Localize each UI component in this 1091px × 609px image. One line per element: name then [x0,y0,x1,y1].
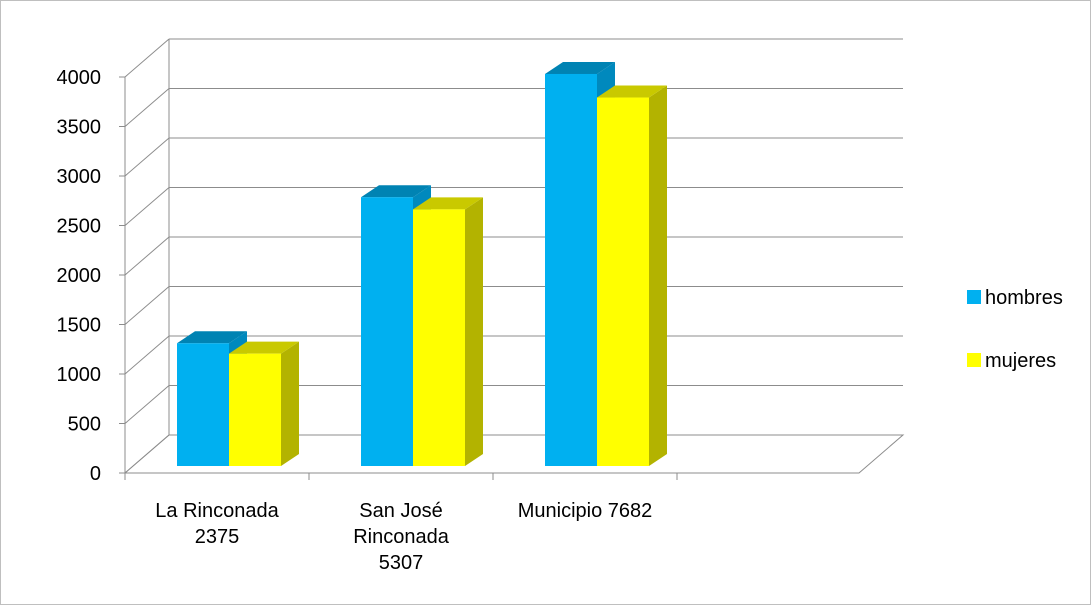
gridlines [124,38,903,474]
x-tick-labels: La Rinconada 2375 San José Rinconada 5307 Mun… [155,500,652,574]
bar-front-face [361,197,413,466]
y-tick-label: 3500 [57,117,102,139]
bar-front-face [597,97,649,466]
x-tick-label-line: San José [359,500,442,522]
bar-side-face [465,197,483,466]
bar-mujeres-1 [413,197,483,466]
y-tick-labels: 0 500 1000 1500 2000 2500 3000 3500 4000 [57,67,102,485]
x-tick-label-line: 5307 [379,552,424,574]
y-tick-label: 3000 [57,166,102,188]
bar-top-face [597,85,667,98]
bar-top-face [361,185,431,198]
side-gridline [124,187,170,226]
bar-top-face [229,341,299,354]
side-gridline [124,88,170,127]
y-tick-label: 1000 [57,364,102,386]
side-gridline [124,236,170,276]
bar-front-face [177,343,229,466]
bar-side-face [649,85,667,466]
x-tick-label-line: 2375 [195,526,240,548]
bar-front-face [229,353,281,466]
legend: hombres mujeres [967,287,1063,372]
bar-front-face [545,73,597,467]
bar-top-face [177,331,247,344]
y-tick-label: 2500 [57,216,102,238]
legend-label: mujeres [985,350,1056,372]
y-tick-label: 0 [90,463,101,485]
bar-mujeres-2 [597,85,667,466]
x-tick-label-line: Municipio 7682 [518,500,653,522]
legend-swatch [967,353,981,367]
side-gridline [124,286,170,325]
side-gridline [124,137,170,177]
legend-swatch [967,290,981,304]
x-tick-label: Municipio 7682 [518,500,653,522]
y-tick-label: 4000 [57,67,102,89]
y-tick-label: 1500 [57,315,102,337]
x-tick-label-line: Rinconada [353,526,450,548]
side-gridline [124,434,170,474]
axes [119,39,859,480]
legend-label: hombres [985,287,1063,309]
bar-top-face [413,197,483,210]
y-tick-label: 500 [68,414,101,436]
x-tick-label-line: La Rinconada [155,500,279,522]
bar-mujeres-0 [229,341,299,466]
bar-front-face [413,209,465,466]
side-gridline [124,38,170,78]
bars [177,61,667,467]
y-tick-label: 2000 [57,265,102,287]
side-gridline [124,385,170,424]
bar-side-face [281,341,299,466]
x-tick-label: La Rinconada 2375 [155,500,279,548]
side-gridline [124,335,170,375]
bar-top-face [545,61,615,74]
x-tick-label: San José Rinconada 5307 [353,500,450,574]
